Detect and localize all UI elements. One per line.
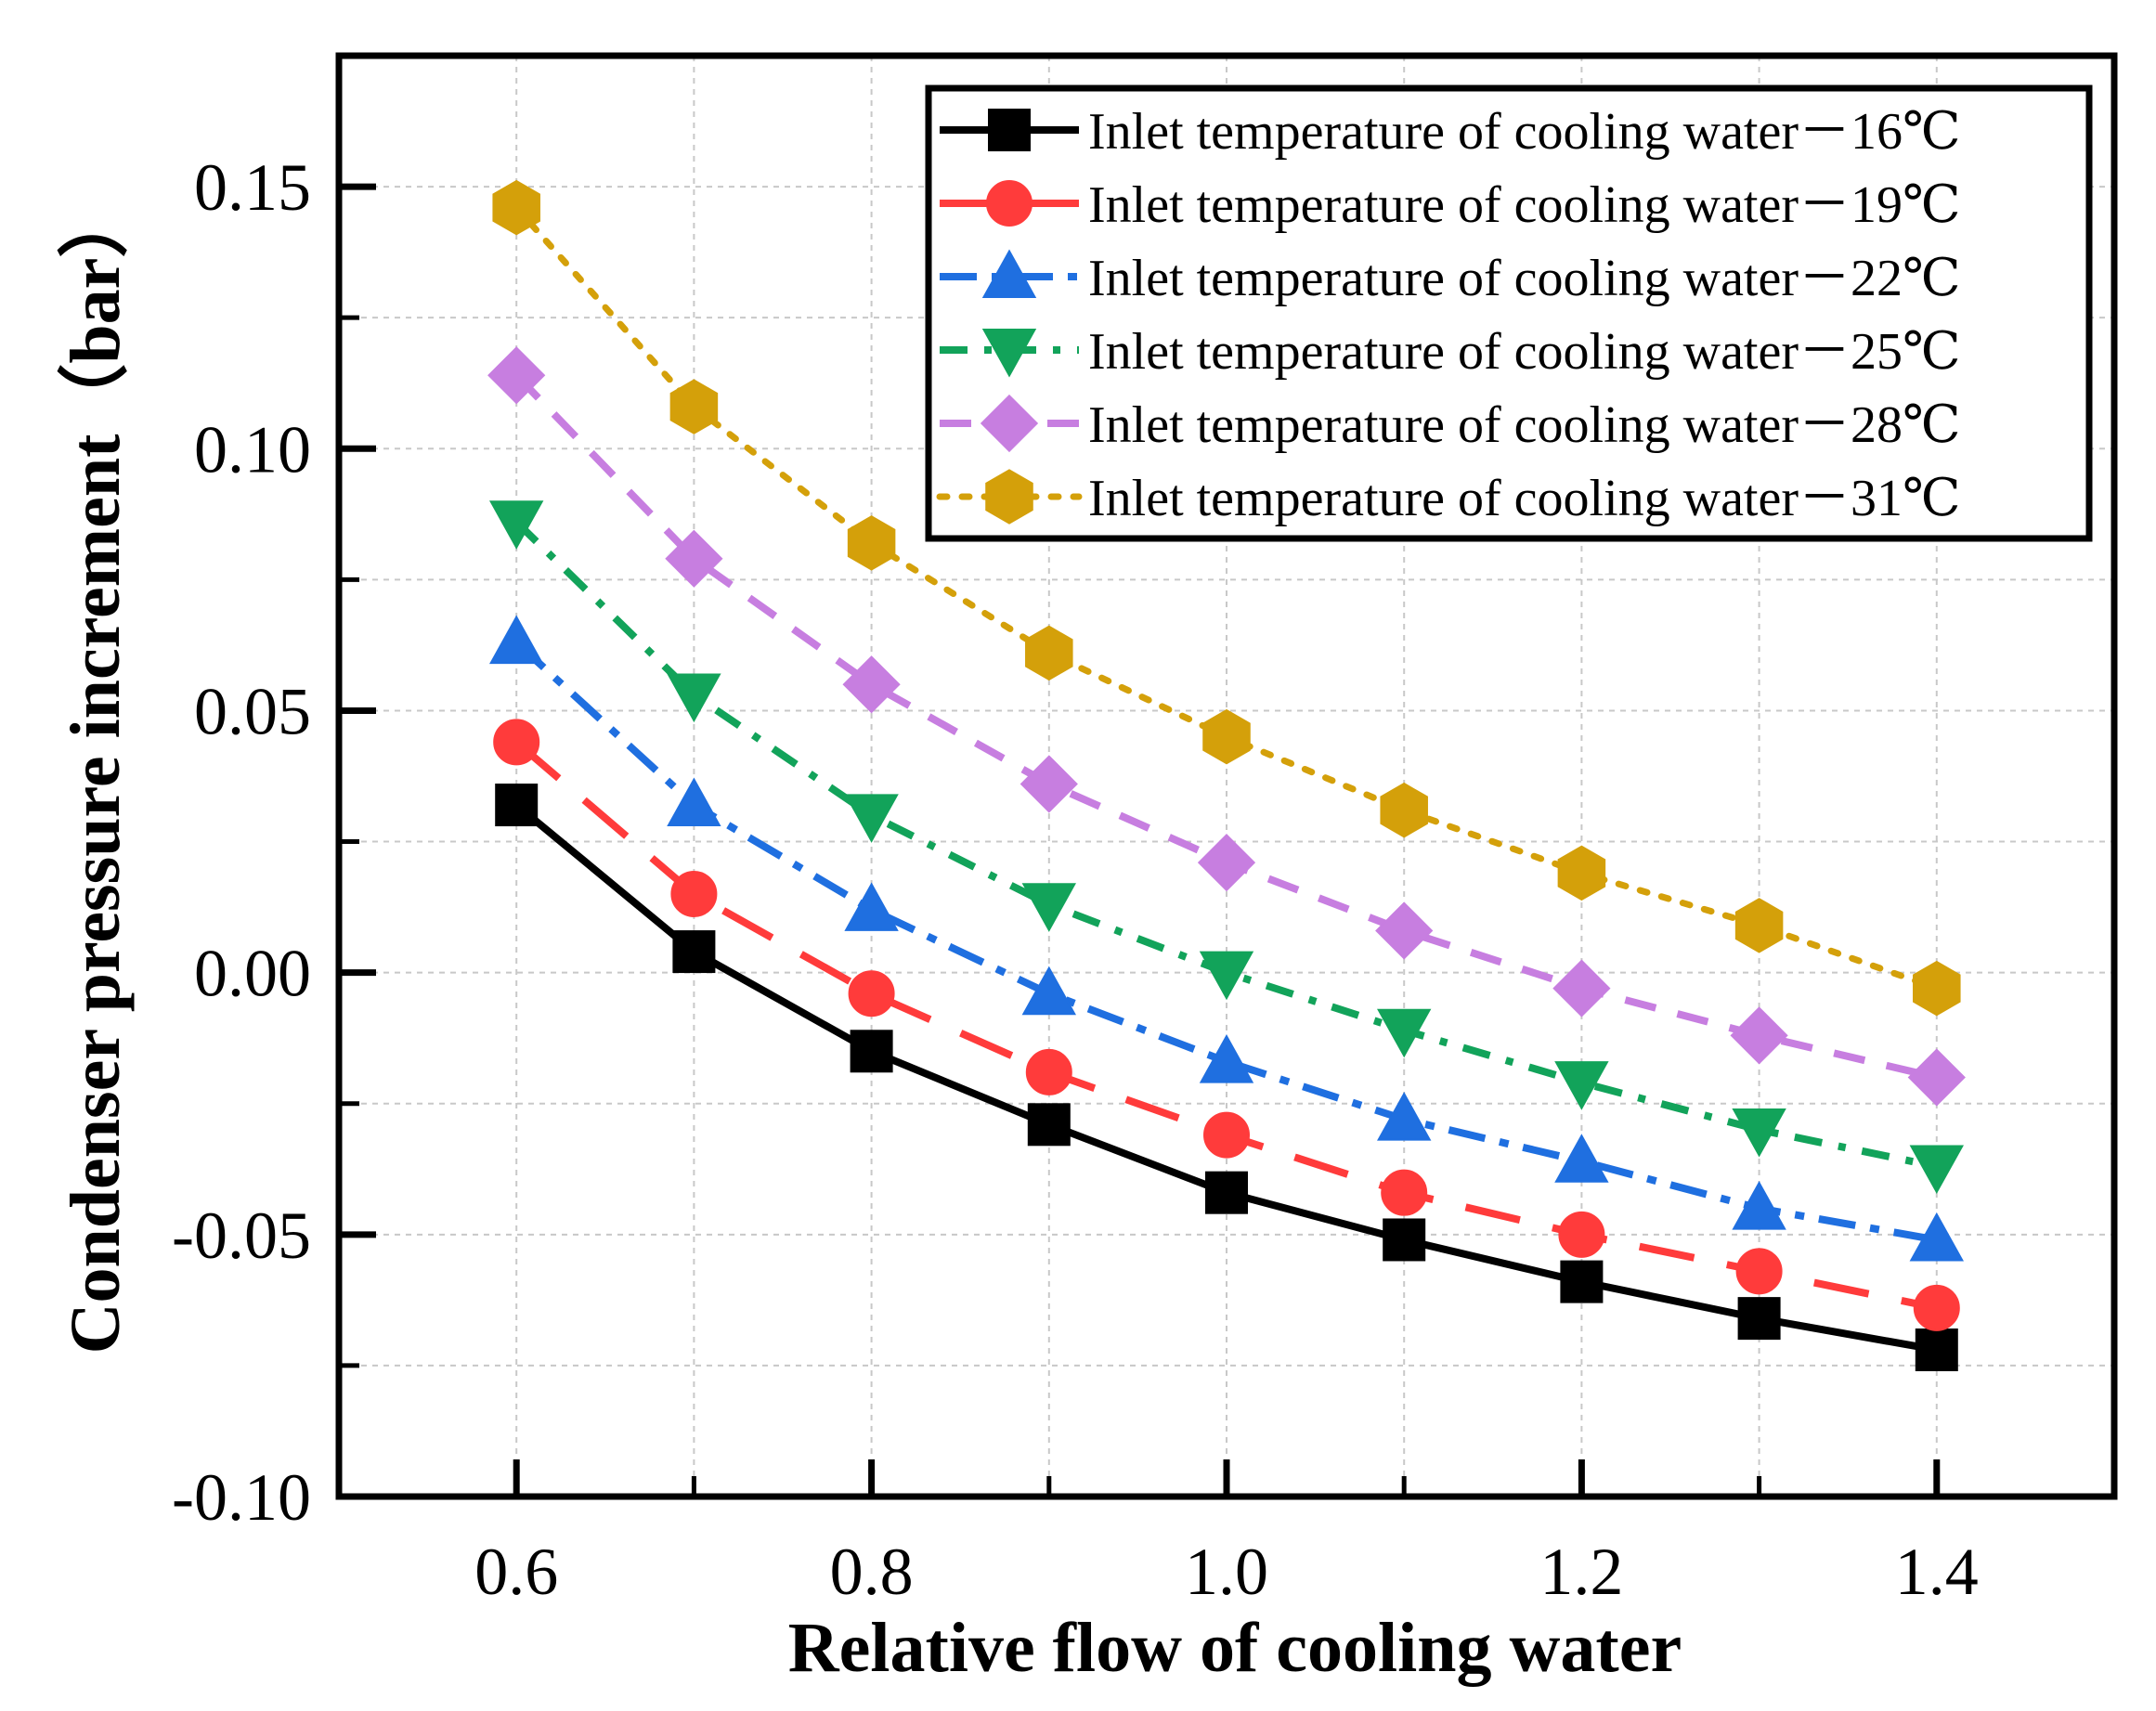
series-1 — [495, 784, 1958, 1371]
data-point — [1909, 1212, 1964, 1262]
data-point — [667, 673, 721, 723]
series-4 — [489, 500, 1964, 1195]
legend-item: Inlet temperature of cooling water－22℃ — [940, 249, 1961, 307]
series-2 — [493, 719, 1960, 1331]
data-point — [988, 109, 1031, 151]
data-point — [1557, 845, 1606, 901]
data-point — [487, 346, 546, 405]
data-point — [1383, 1218, 1426, 1262]
legend-item: Inlet temperature of cooling water－31℃ — [936, 469, 1961, 527]
data-point — [1205, 1171, 1248, 1214]
x-tick-label: 1.0 — [1185, 1535, 1268, 1609]
axis-ticks: 0.6 0.8 1.0 1.2 1.4 -0.10 -0.05 0.00 0.05 0.10 0.1… — [172, 150, 1979, 1609]
data-point — [1554, 1061, 1609, 1110]
data-point — [1199, 1034, 1254, 1083]
y-tick-label: -0.10 — [172, 1460, 311, 1535]
y-tick-label: -0.05 — [172, 1199, 311, 1273]
x-tick-label: 1.4 — [1895, 1535, 1979, 1609]
data-point — [667, 777, 721, 827]
data-point — [489, 615, 544, 665]
data-point — [669, 379, 719, 434]
data-point — [844, 794, 899, 843]
data-point — [1377, 1008, 1432, 1058]
legend-item: Inlet temperature of cooling water－19℃ — [940, 176, 1961, 234]
data-point — [1735, 1248, 1783, 1295]
data-point — [1907, 1048, 1966, 1107]
data-point — [981, 249, 1037, 298]
data-point — [981, 329, 1037, 378]
series-3 — [489, 615, 1964, 1262]
data-point — [1381, 1169, 1428, 1216]
x-tick-label: 0.8 — [830, 1535, 914, 1609]
data-point — [493, 719, 540, 766]
data-point — [1734, 898, 1784, 953]
y-tick-label: 0.15 — [194, 150, 311, 225]
series-line — [513, 640, 1938, 1244]
x-tick-label: 1.2 — [1539, 1535, 1623, 1609]
data-point — [848, 970, 895, 1018]
legend-label: Inlet temperature of cooling water－28℃ — [1088, 396, 1961, 454]
data-point — [1913, 1284, 1960, 1331]
data-point — [985, 469, 1033, 525]
legend-item: Inlet temperature of cooling water－25℃ — [940, 323, 1961, 381]
data-point — [1025, 625, 1073, 681]
data-point — [1377, 1092, 1432, 1141]
data-point — [986, 180, 1033, 227]
data-point — [1913, 960, 1961, 1017]
data-point — [1732, 1181, 1786, 1230]
legend-item: Inlet temperature of cooling water－28℃ — [940, 394, 1961, 454]
data-point — [1558, 1211, 1605, 1258]
data-point — [1202, 708, 1251, 765]
data-point — [672, 930, 716, 974]
y-tick-label: 0.05 — [194, 674, 311, 748]
y-tick-label: 0.10 — [194, 412, 311, 486]
data-point — [1020, 755, 1078, 813]
data-point — [1909, 1145, 1964, 1195]
data-point — [1730, 1006, 1788, 1065]
data-point — [1021, 883, 1076, 932]
legend-label: Inlet temperature of cooling water－19℃ — [1088, 176, 1961, 234]
legend-label: Inlet temperature of cooling water－31℃ — [1088, 470, 1961, 527]
data-point — [1199, 951, 1254, 1001]
data-point — [1554, 1134, 1609, 1183]
y-axis-title: Condenser pressure increment（bar） — [57, 188, 135, 1355]
data-point — [1027, 1103, 1071, 1147]
data-point — [1552, 959, 1611, 1018]
data-point — [1560, 1260, 1604, 1303]
data-point — [1915, 1328, 1958, 1371]
y-tick-label: 0.00 — [194, 937, 311, 1011]
x-tick-label: 0.6 — [474, 1535, 558, 1609]
legend-label: Inlet temperature of cooling water－22℃ — [1088, 250, 1961, 307]
x-axis-title: Relative flow of cooling water — [788, 1609, 1682, 1687]
data-point — [492, 179, 540, 236]
legend-item: Inlet temperature of cooling water－16℃ — [940, 103, 1961, 161]
series-6 — [492, 179, 1961, 1017]
data-point — [670, 870, 718, 917]
data-point — [844, 882, 899, 931]
legend-label: Inlet temperature of cooling water－25℃ — [1088, 323, 1961, 381]
legend-label: Inlet temperature of cooling water－16℃ — [1088, 103, 1961, 161]
legend-box — [925, 84, 2093, 542]
data-point — [980, 394, 1039, 453]
legend: Inlet temperature of cooling water－16℃ In… — [925, 84, 2093, 542]
data-point — [495, 784, 539, 827]
data-point — [489, 500, 544, 550]
data-point — [1737, 1297, 1781, 1341]
data-point — [1375, 901, 1434, 960]
data-point — [1021, 966, 1076, 1016]
series-5 — [487, 346, 1966, 1107]
data-point — [665, 529, 723, 588]
data-point — [850, 1030, 893, 1073]
data-point — [1197, 834, 1256, 892]
data-point — [847, 515, 896, 571]
series-layer — [487, 179, 1966, 1371]
data-point — [842, 655, 901, 714]
data-point — [1203, 1111, 1250, 1159]
data-point — [1380, 782, 1428, 838]
data-point — [1732, 1108, 1786, 1158]
data-point — [1025, 1048, 1072, 1095]
